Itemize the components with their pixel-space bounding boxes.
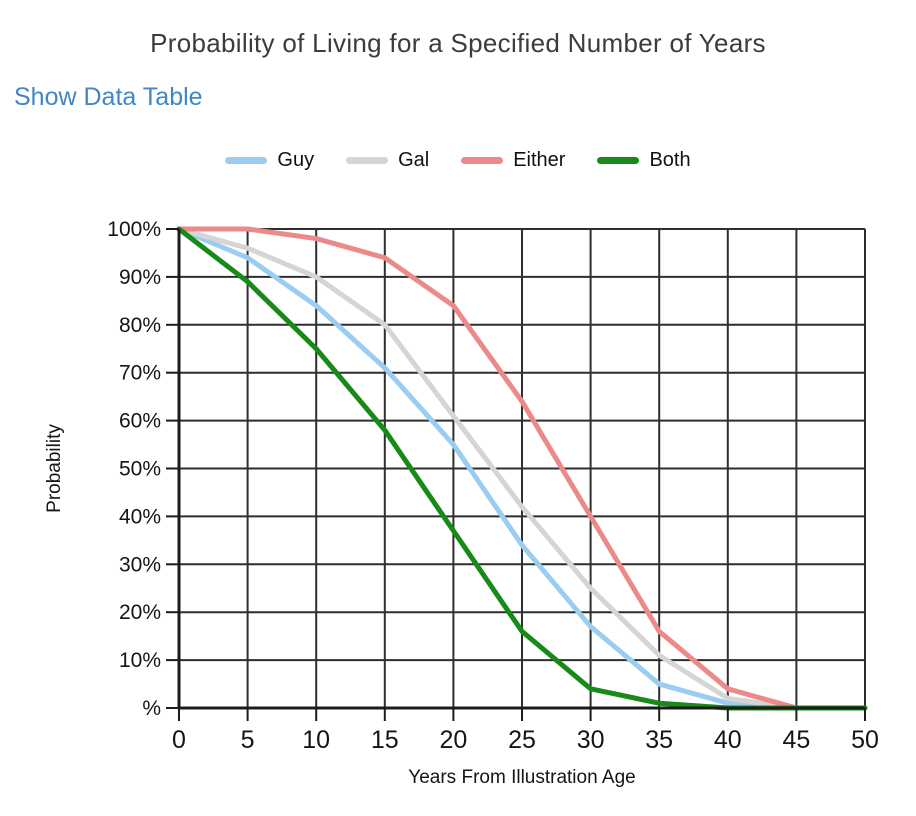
x-tick-label: 25 bbox=[508, 726, 536, 754]
series-line-guy bbox=[176, 226, 868, 711]
legend-swatch-both bbox=[597, 156, 640, 164]
legend-item-both: Both bbox=[597, 149, 691, 171]
x-tick-label: 15 bbox=[371, 726, 399, 754]
y-tick-label: 10% bbox=[119, 649, 161, 672]
y-tick-label: 70% bbox=[119, 362, 161, 385]
x-tick-label: 45 bbox=[782, 726, 810, 754]
legend-swatch-guy bbox=[225, 156, 268, 164]
legend-label: Either bbox=[513, 149, 566, 171]
y-tick-label: 100% bbox=[107, 218, 161, 241]
y-tick-label: 40% bbox=[119, 505, 161, 528]
legend-label: Gal bbox=[398, 149, 430, 171]
show-data-table-link[interactable]: Show Data Table bbox=[14, 83, 203, 111]
axis-labels: 0 5 10 15 20 25 30 35 40 45 50 100% 90% 80% 70% 60% 50% 4… bbox=[44, 218, 879, 788]
legend-item-either: Either bbox=[461, 150, 565, 170]
tick-marks bbox=[166, 228, 866, 721]
legend-swatch-either bbox=[461, 156, 504, 164]
chart-title: Probability of Living for a Specified Nu… bbox=[150, 28, 766, 58]
grid-lines bbox=[178, 228, 866, 709]
x-tick-label: 10 bbox=[302, 726, 330, 754]
legend-label: Both bbox=[649, 149, 691, 171]
x-tick-label: 0 bbox=[172, 726, 186, 754]
x-tick-label: 35 bbox=[645, 726, 673, 754]
y-tick-label: % bbox=[142, 697, 161, 720]
y-tick-label: 80% bbox=[119, 314, 161, 337]
y-tick-label: 30% bbox=[119, 553, 161, 576]
legend-swatch-gal bbox=[346, 156, 389, 164]
series-lines bbox=[176, 226, 868, 711]
y-axis-title: Probability bbox=[44, 424, 65, 513]
chart-legend: Guy Gal Either Both bbox=[0, 150, 916, 170]
probability-line-chart: 0 5 10 15 20 25 30 35 40 45 50 100% 90% 80% 70% 60% 50% 4… bbox=[44, 218, 879, 788]
x-tick-label: 40 bbox=[714, 726, 742, 754]
legend-label: Guy bbox=[277, 149, 315, 171]
y-tick-label: 20% bbox=[119, 601, 161, 624]
series-line-gal bbox=[176, 226, 868, 711]
x-tick-label: 30 bbox=[577, 726, 605, 754]
legend-item-gal: Gal bbox=[346, 150, 429, 170]
y-tick-label: 90% bbox=[119, 266, 161, 289]
x-tick-label: 5 bbox=[241, 726, 255, 754]
series-line-either bbox=[176, 226, 868, 711]
x-axis-title: Years From Illustration Age bbox=[408, 767, 635, 788]
x-tick-label: 20 bbox=[439, 726, 467, 754]
y-tick-label: 50% bbox=[119, 458, 161, 481]
y-tick-label: 60% bbox=[119, 410, 161, 433]
legend-item-guy: Guy bbox=[225, 150, 314, 170]
x-tick-label: 50 bbox=[851, 726, 879, 754]
